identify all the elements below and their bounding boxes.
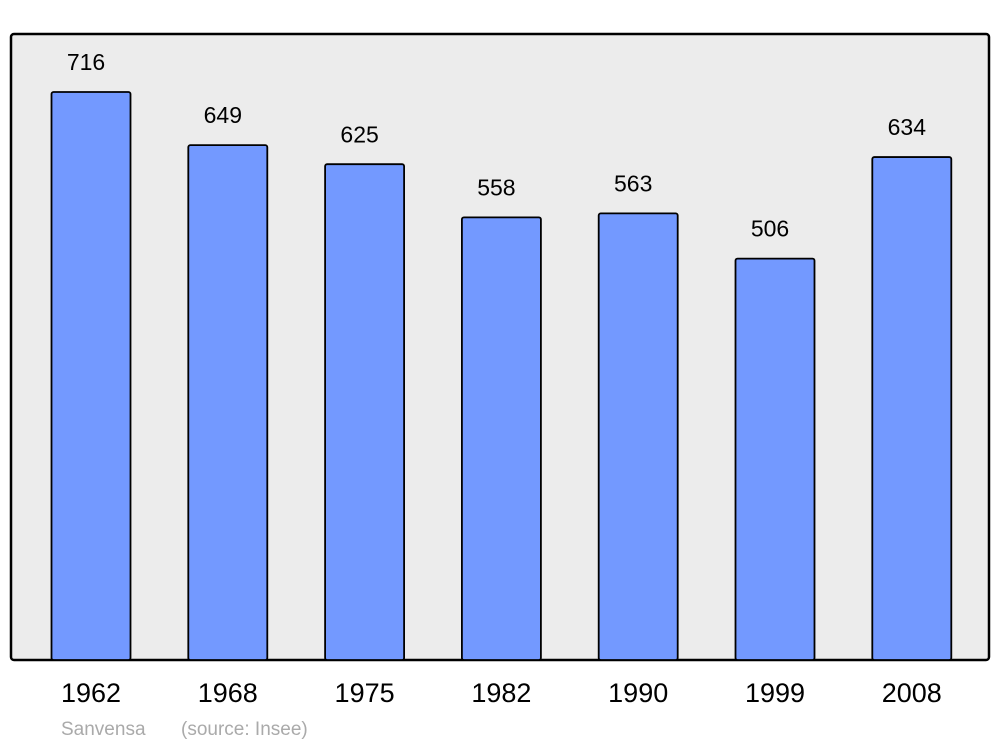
value-label: 563 [614,170,652,196]
value-label: 649 [204,102,242,128]
x-tick-label: 2008 [882,678,942,708]
author: Sanvensa [61,719,146,740]
x-tick-label: 1975 [335,678,395,708]
x-tick-label: 1990 [608,678,668,708]
x-tick-label: 1982 [471,678,531,708]
bar [597,212,679,661]
x-tick-label: 1968 [198,678,258,708]
value-label: 634 [888,114,927,140]
value-label: 625 [340,121,378,147]
bar [324,163,406,661]
bar [460,216,542,661]
bar [871,156,953,661]
bar [50,91,132,661]
value-label: 558 [477,174,515,200]
x-tick-label: 1999 [745,678,805,708]
bar [734,257,816,661]
source: (source: Insee) [181,719,308,740]
bar [187,144,269,661]
x-tick-label: 1962 [61,678,121,708]
value-label: 716 [67,49,105,75]
value-label: 506 [751,216,789,242]
